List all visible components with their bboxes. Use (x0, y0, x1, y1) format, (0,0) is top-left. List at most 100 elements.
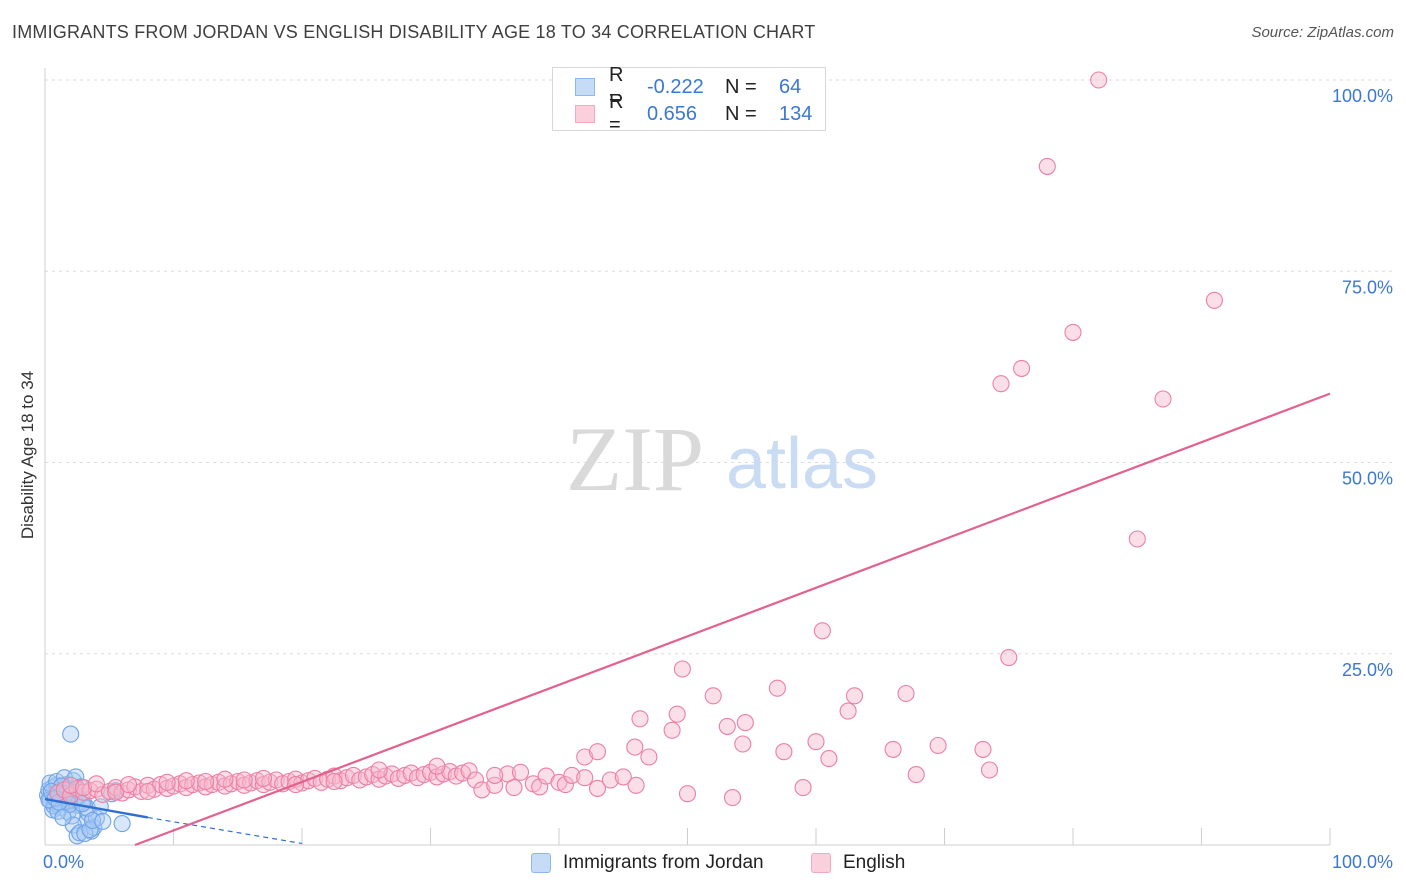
point-english (845, 687, 864, 705)
point-english (466, 771, 485, 789)
chart-title: IMMIGRANTS FROM JORDAN VS ENGLISH DISABI… (12, 22, 816, 42)
point-english (1000, 649, 1018, 667)
y-tick-label: 75.0% (1342, 277, 1393, 297)
point-english (775, 743, 793, 761)
source-credit: Source: ZipAtlas.com (1251, 24, 1394, 41)
legend-row-jordan: R = -0.222 N = 64 (575, 64, 801, 109)
legend-swatch-english (575, 105, 595, 123)
point-english (107, 783, 125, 801)
point-english (678, 785, 697, 803)
point-english (736, 714, 754, 732)
y-tick-label: 100.0% (1332, 86, 1393, 106)
legend-n-label: N = (725, 102, 757, 125)
point-english (62, 776, 80, 794)
trend-line-jordan-extension (147, 816, 303, 845)
x-tick-label-min: 0.0% (43, 852, 84, 872)
legend-item-jordan: Immigrants from Jordan (531, 852, 764, 874)
point-english (768, 679, 786, 697)
point-english (576, 769, 594, 787)
point-english (370, 761, 388, 779)
point-english (1013, 359, 1031, 377)
point-english (723, 789, 742, 807)
point-jordan (71, 824, 89, 842)
point-english (1090, 71, 1108, 89)
point-english (235, 771, 253, 789)
point-english (486, 766, 504, 784)
point-english (235, 776, 253, 794)
legend-r-label: R = (609, 91, 624, 136)
point-english (158, 779, 176, 797)
grid-lines (45, 79, 1395, 655)
point-english (428, 757, 446, 775)
point-english (158, 773, 176, 791)
point-english (640, 748, 658, 766)
point-english (663, 721, 681, 739)
x-tick-label-max: 100.0% (1332, 852, 1393, 872)
legend-label-english: English (843, 852, 906, 873)
legend-label-jordan: Immigrants from Jordan (563, 852, 764, 873)
watermark-zip: ZIP (566, 408, 704, 510)
point-english (807, 733, 825, 751)
point-english (673, 660, 691, 678)
point-english (588, 779, 607, 797)
point-english (626, 738, 644, 756)
point-jordan (94, 812, 112, 830)
axes (44, 68, 1331, 846)
point-english (499, 765, 517, 783)
trend-lines (44, 392, 1331, 847)
legend-swatch-jordan (531, 853, 551, 873)
point-english (415, 766, 433, 784)
point-english (588, 743, 607, 761)
tick-labels: 25.0% 50.0% 75.0% 100.0% 0.0% 100.0% (43, 86, 1393, 872)
point-english (704, 687, 722, 705)
point-english (119, 776, 138, 794)
point-english (980, 761, 999, 779)
point-english (254, 769, 273, 787)
point-english (1205, 291, 1223, 309)
point-english (884, 740, 902, 758)
point-english (563, 766, 581, 784)
point-english (601, 771, 619, 789)
point-jordan (113, 815, 131, 833)
point-english (299, 772, 317, 790)
point-english (813, 622, 831, 640)
point-english (1128, 530, 1146, 548)
point-english (216, 777, 234, 795)
legend-n-value: 134 (779, 102, 813, 125)
point-english (197, 772, 215, 791)
legend-row-english: R = 0.656 N = 134 (575, 91, 813, 136)
legend-n-label: N = (725, 75, 757, 98)
watermark-atlas: atlas (726, 424, 878, 504)
point-jordan (54, 808, 72, 827)
point-english (1064, 323, 1082, 341)
legend-swatch-english (811, 853, 831, 873)
point-english (627, 776, 645, 794)
point-english (556, 776, 574, 794)
legend-r-value: 0.656 (647, 102, 698, 125)
point-english (511, 763, 530, 781)
point-english (254, 776, 273, 794)
point-english (338, 769, 356, 787)
point-english (473, 781, 491, 799)
point-english (1154, 390, 1172, 408)
point-english (820, 750, 838, 768)
point-english (177, 772, 195, 790)
trend-line-jordan (44, 797, 149, 819)
point-english (216, 770, 234, 788)
point-english (486, 776, 504, 794)
point-jordan (62, 725, 80, 743)
point-english (718, 717, 736, 735)
point-english (460, 762, 478, 780)
data-points (39, 71, 1223, 845)
point-english (1038, 157, 1056, 175)
point-english (668, 705, 686, 723)
series-legend: Immigrants from Jordan English (0, 852, 1406, 876)
point-english (376, 767, 395, 785)
point-english (505, 779, 523, 797)
point-english (614, 768, 632, 786)
point-english (929, 736, 947, 755)
y-tick-label: 50.0% (1342, 469, 1393, 489)
point-english (87, 775, 105, 793)
point-english (139, 782, 157, 801)
